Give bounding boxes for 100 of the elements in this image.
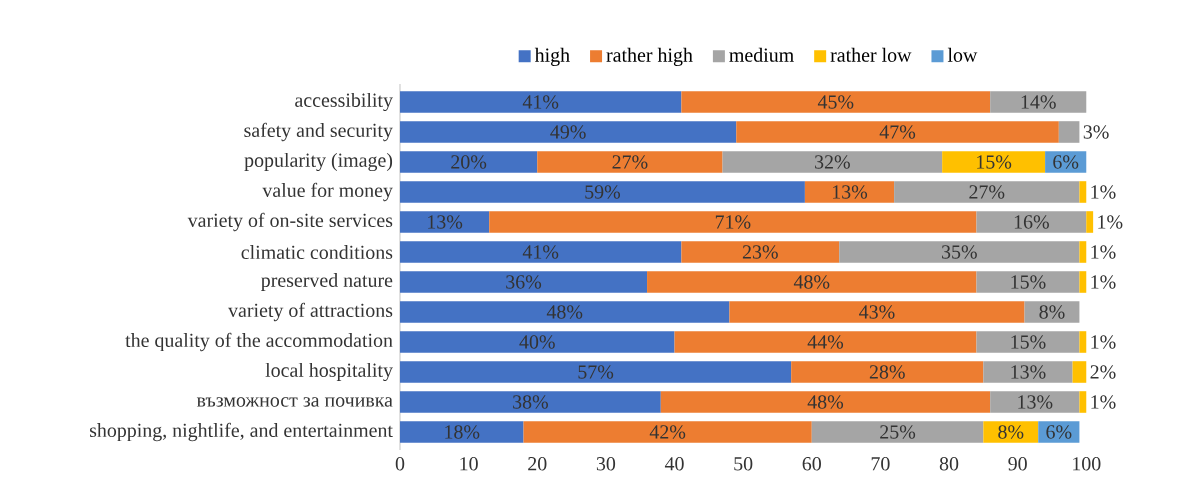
bar [523, 421, 812, 443]
data-label: 38% [513, 395, 548, 409]
y-tick-label: възможност за почивка [196, 397, 393, 407]
data-label: 25% [880, 425, 916, 439]
bar [983, 361, 1073, 383]
data-label: 47% [879, 125, 916, 139]
data-label: 1% [1091, 275, 1116, 289]
data-label: 27% [969, 185, 1005, 199]
data-label: 13% [1011, 365, 1046, 379]
bar [399, 151, 538, 173]
legend-label: low [947, 47, 978, 62]
data-label: 28% [869, 365, 905, 379]
y-tick-label: safety and security [244, 122, 393, 142]
data-label: 44% [807, 335, 844, 349]
bar [489, 211, 977, 233]
data-label: 1% [1091, 185, 1116, 199]
bar [736, 121, 1059, 143]
bar [1024, 301, 1080, 323]
data-label: 20% [451, 155, 487, 169]
legend-label: rather low [830, 47, 912, 62]
bar [399, 181, 805, 203]
data-label: 49% [550, 125, 586, 139]
data-label: 36% [506, 275, 542, 289]
data-label: 71% [715, 215, 751, 229]
bar [399, 121, 737, 143]
bar [811, 421, 984, 443]
data-label: 15% [1011, 275, 1046, 289]
data-label: 41% [522, 245, 559, 259]
legend-label: medium [729, 47, 794, 62]
data-label: 27% [612, 155, 648, 169]
data-label: 48% [793, 275, 830, 289]
data-label: 13% [1018, 395, 1053, 409]
bar [399, 91, 682, 113]
legend-label: high [534, 47, 570, 66]
data-label: 42% [649, 425, 686, 439]
x-tick-label: 90 [1008, 457, 1027, 471]
bar [722, 151, 943, 173]
bar [399, 421, 524, 443]
x-tick-label: 100 [1073, 457, 1101, 471]
bar [660, 391, 991, 413]
bar [399, 391, 661, 413]
data-label: 23% [742, 245, 778, 259]
x-tick-label: 30 [596, 457, 616, 471]
bar [537, 151, 723, 173]
bar [894, 181, 1080, 203]
data-label: 14% [1021, 95, 1056, 109]
data-label: 41% [522, 95, 559, 109]
y-tick-label: local hospitality [265, 362, 393, 382]
data-label: 43% [859, 305, 895, 319]
bar [399, 241, 682, 263]
x-tick-label: 60 [802, 457, 821, 471]
bar [1079, 241, 1087, 263]
x-tick-label: 20 [528, 457, 547, 471]
bar [399, 211, 490, 233]
data-label: 57% [578, 365, 614, 379]
y-tick-label: accessibility [295, 92, 393, 112]
bar [674, 331, 977, 353]
bar [804, 181, 895, 203]
data-label: 59% [585, 185, 621, 199]
x-tick-label: 80 [939, 457, 959, 471]
bar [1045, 151, 1087, 173]
data-label: 2% [1090, 365, 1116, 379]
y-tick-label: variety of on-site services [187, 212, 393, 232]
x-tick-label: 50 [734, 457, 753, 471]
bar [1079, 331, 1087, 353]
bar [976, 331, 1080, 353]
x-tick-label: 70 [871, 457, 890, 471]
data-label: 35% [942, 245, 977, 259]
y-tick-label: variety of attractions [228, 302, 393, 322]
data-label: 16% [1014, 215, 1049, 229]
bar [399, 361, 792, 383]
data-label: 1% [1091, 245, 1116, 259]
y-tick-label: popularity (image) [244, 152, 393, 172]
data-label: 8% [998, 425, 1024, 439]
y-tick-label: value for money [262, 182, 393, 202]
data-label: 48% [807, 395, 844, 409]
x-tick-label: 10 [460, 457, 478, 471]
bar [1072, 361, 1087, 383]
bar [681, 91, 991, 113]
data-label: 15% [977, 155, 1012, 169]
bar [1079, 271, 1087, 293]
data-label: 18% [445, 425, 480, 439]
bar [983, 421, 1039, 443]
bar [990, 91, 1087, 113]
bar [942, 151, 1046, 173]
y-tick-label: preserved nature [261, 272, 393, 292]
data-label: 6% [1053, 155, 1079, 169]
data-label: 13% [833, 185, 868, 199]
data-label: 1% [1091, 395, 1116, 409]
bar [399, 271, 648, 293]
bar [839, 241, 1080, 263]
data-label: 13% [428, 215, 463, 229]
bar [976, 271, 1080, 293]
bar [1079, 391, 1087, 413]
bar [399, 301, 730, 323]
y-tick-label: shopping, nightlife, and entertainment [89, 422, 393, 442]
data-label: 8% [1039, 305, 1065, 319]
bar [681, 241, 840, 263]
bar [729, 301, 1025, 323]
data-label: 40% [519, 335, 555, 349]
